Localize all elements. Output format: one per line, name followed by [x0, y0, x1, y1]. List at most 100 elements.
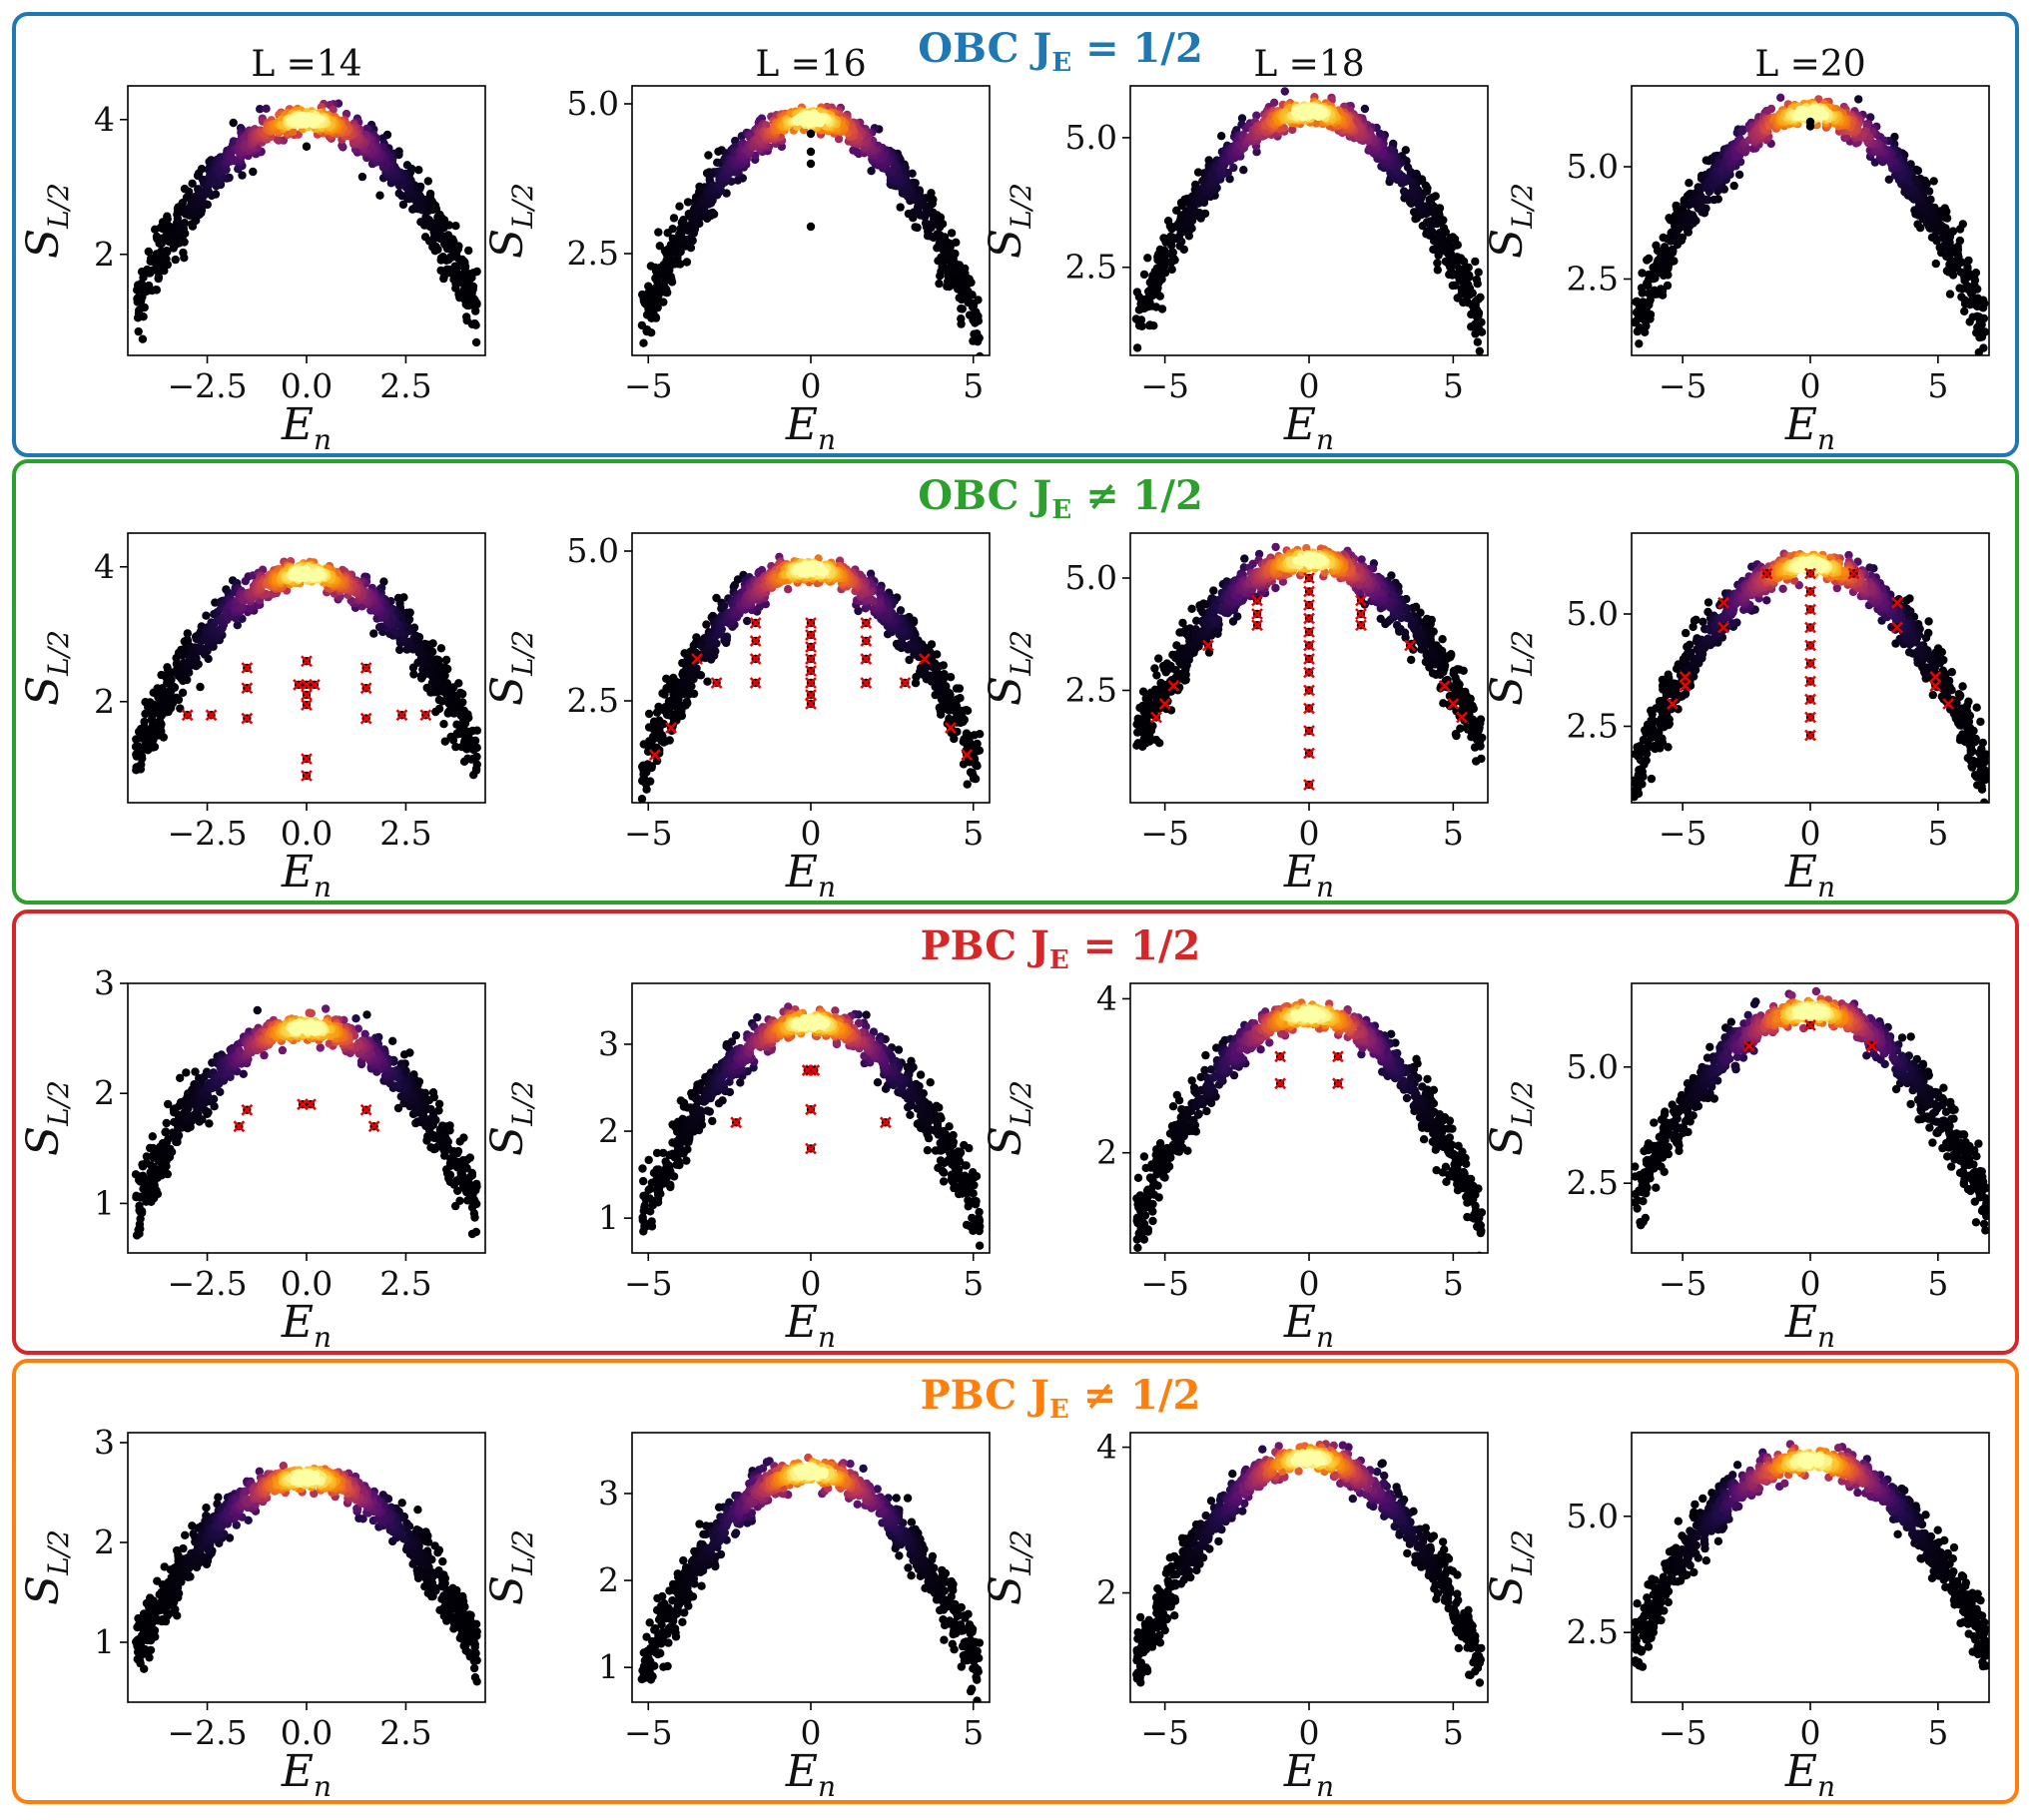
data-point — [1931, 259, 1941, 269]
data-point — [394, 189, 403, 198]
special-state-marker — [395, 709, 408, 722]
data-point — [138, 334, 148, 343]
x-tick-label: 0 — [801, 366, 822, 405]
data-point — [867, 167, 876, 176]
data-point — [1866, 113, 1875, 122]
scatter-points — [637, 102, 985, 355]
y-axis-label: SL/2 — [1482, 183, 1539, 259]
data-point — [970, 309, 979, 318]
x-axis-label-sub: n — [818, 423, 836, 456]
row-title-main: PBC J — [921, 1372, 1049, 1419]
outlier-point — [806, 159, 816, 169]
special-state-marker — [301, 689, 313, 701]
data-point — [733, 176, 743, 185]
data-point — [1737, 127, 1746, 136]
data-point — [395, 645, 404, 655]
data-point — [1473, 319, 1483, 329]
data-point — [1650, 286, 1660, 295]
data-point — [224, 612, 233, 621]
data-point — [1638, 289, 1647, 298]
outlier-point — [1805, 122, 1815, 131]
data-point — [183, 629, 192, 638]
row-frame — [12, 910, 2019, 1355]
data-point — [731, 136, 740, 146]
x-axis-label-sub: n — [1817, 423, 1835, 456]
data-point — [414, 166, 423, 175]
data-point — [423, 177, 432, 186]
column-title: L =14 — [251, 44, 361, 85]
data-point — [704, 151, 713, 160]
row-title: PBC JE ≠ 1/2 — [921, 1372, 1201, 1425]
y-axis-label-sub: L/2 — [1506, 183, 1539, 230]
y-tick-label: 4 — [94, 547, 115, 586]
data-point — [1929, 177, 1938, 186]
data-point — [1645, 254, 1654, 264]
data-point — [471, 337, 481, 347]
y-axis-label-main: S — [18, 676, 69, 706]
data-point — [1435, 229, 1445, 238]
outlier-point — [806, 222, 816, 232]
data-point — [1237, 114, 1247, 123]
x-axis-label-main: E — [281, 399, 314, 450]
y-tick-label: 5.0 — [1065, 118, 1117, 157]
data-point — [1644, 282, 1653, 291]
scatter-points — [637, 552, 985, 813]
data-point — [1972, 311, 1982, 320]
data-point — [1143, 254, 1152, 263]
data-point — [1473, 312, 1482, 322]
data-point — [171, 255, 180, 265]
data-point — [1884, 175, 1894, 184]
x-axis-label-main: E — [1283, 399, 1316, 450]
data-point — [1960, 306, 1969, 315]
data-point — [637, 320, 647, 330]
column-title: L =20 — [1754, 44, 1865, 85]
column-title: L =18 — [1253, 44, 1364, 85]
data-point — [302, 114, 312, 123]
data-point — [973, 329, 982, 338]
y-tick-label: 2.5 — [1567, 260, 1619, 299]
data-point — [1635, 323, 1645, 332]
data-point — [1144, 320, 1154, 330]
data-point — [132, 763, 141, 772]
outlier-point — [806, 129, 816, 139]
data-point — [975, 805, 983, 813]
row-title-sub: E — [1051, 495, 1071, 525]
data-point — [249, 167, 258, 177]
data-point — [1167, 265, 1176, 275]
x-tick-label: 0 — [1299, 366, 1320, 405]
data-point — [1635, 339, 1644, 348]
data-point — [451, 742, 460, 752]
y-tick-label: 2.5 — [1065, 248, 1117, 287]
data-point — [656, 283, 665, 292]
data-point — [1675, 234, 1685, 244]
data-point — [921, 219, 931, 228]
x-tick-label: 0.0 — [281, 366, 333, 405]
data-point — [1409, 186, 1418, 195]
data-point — [1433, 259, 1442, 268]
data-point — [300, 569, 310, 578]
data-point — [229, 118, 238, 128]
data-point — [1945, 290, 1955, 299]
data-point — [188, 179, 197, 188]
data-point — [1471, 257, 1480, 267]
data-point — [369, 629, 378, 638]
data-point — [421, 213, 430, 222]
y-tick-label: 2 — [94, 235, 115, 274]
y-axis-label: SL/2 — [18, 630, 75, 706]
special-state-marker — [181, 709, 194, 722]
y-axis-label: SL/2 — [981, 183, 1037, 259]
scatter-points — [1131, 87, 1487, 355]
data-point — [896, 203, 905, 212]
data-point — [913, 223, 922, 233]
data-point — [1766, 104, 1776, 114]
x-tick-label: −5 — [1659, 366, 1707, 405]
data-point — [946, 673, 956, 682]
scatter-points — [133, 99, 481, 347]
data-point — [357, 172, 367, 182]
row-title-sub: E — [1051, 48, 1071, 78]
scatter-points — [1632, 93, 1989, 355]
y-axis-label-main: S — [482, 229, 533, 259]
row-frame — [12, 459, 2019, 905]
